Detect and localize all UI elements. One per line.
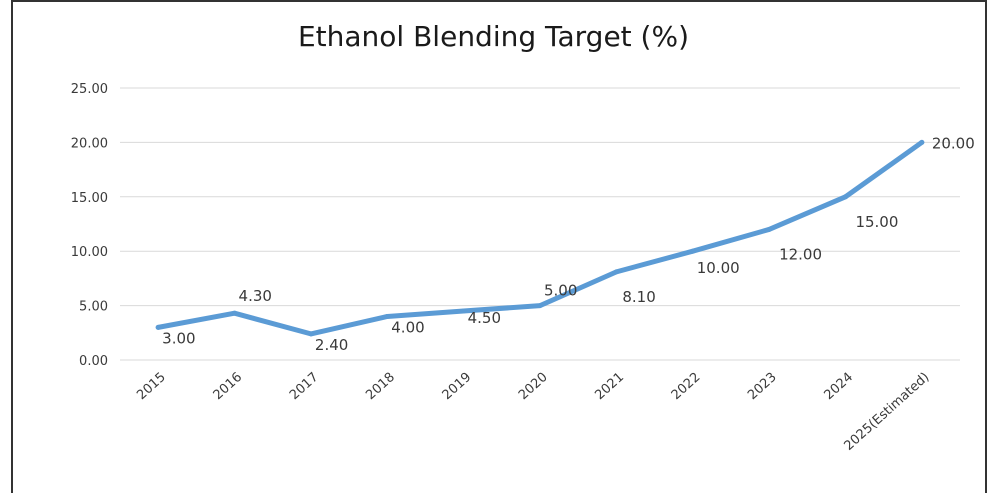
data-point [613, 269, 619, 275]
y-tick-label: 10.00 [71, 245, 108, 260]
data-point [155, 324, 161, 330]
y-tick-label: 15.00 [71, 191, 108, 206]
x-tick-label: 2019 [440, 370, 475, 403]
y-tick-label: 5.00 [79, 300, 108, 315]
x-tick-label: 2020 [516, 370, 551, 403]
data-label: 20.00 [932, 134, 975, 152]
x-tick-label: 2016 [211, 370, 246, 403]
data-point [842, 194, 848, 200]
data-point [232, 310, 238, 316]
chart-frame [11, 0, 987, 493]
data-label: 15.00 [855, 213, 898, 231]
data-label: 4.30 [239, 287, 272, 305]
x-tick-label: 2025(Estimated) [842, 370, 933, 454]
data-label: 8.10 [622, 288, 655, 306]
x-tick-label: 2018 [363, 370, 398, 403]
data-label: 3.00 [162, 329, 195, 347]
y-tick-label: 25.00 [71, 82, 108, 97]
chart-title: Ethanol Blending Target (%) [297, 20, 690, 53]
y-tick-label: 20.00 [71, 136, 108, 151]
x-tick-label: 2022 [669, 370, 704, 403]
data-label: 2.40 [315, 336, 348, 354]
x-tick-label: 2023 [745, 370, 780, 403]
x-tick-label: 2021 [592, 370, 627, 403]
x-tick-label: 2024 [822, 370, 857, 403]
data-label: 5.00 [544, 282, 577, 300]
data-label: 4.50 [468, 309, 501, 327]
data-point [766, 226, 772, 232]
y-tick-label: 0.00 [79, 354, 108, 369]
x-tick-label: 2017 [287, 370, 322, 403]
data-point [919, 139, 925, 145]
data-point [690, 248, 696, 254]
data-point [384, 313, 390, 319]
data-label: 4.00 [391, 318, 424, 336]
data-point [461, 308, 467, 314]
x-tick-label: 2015 [134, 370, 169, 403]
data-label: 10.00 [697, 259, 740, 277]
data-point [308, 331, 314, 337]
data-point [537, 303, 543, 309]
data-label: 12.00 [779, 245, 822, 263]
